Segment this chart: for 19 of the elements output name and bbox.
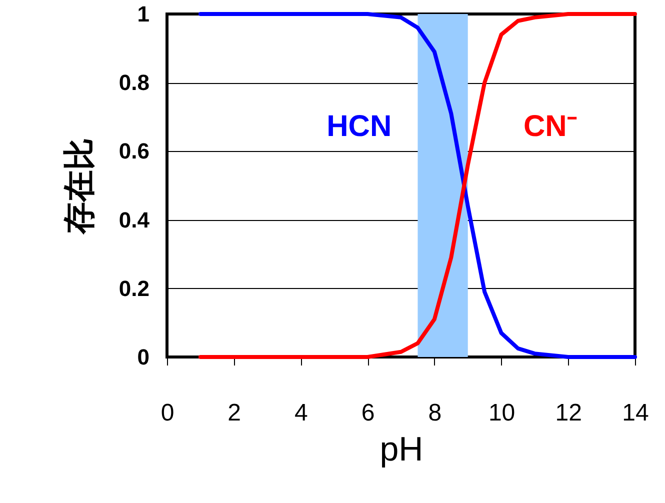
x-tick-label: 10 (488, 400, 516, 426)
x-tick-label: 2 (228, 400, 242, 426)
y-tick-label: 0 (137, 344, 150, 370)
x-tick-label: 12 (555, 400, 582, 426)
y-tick-label: 0.4 (118, 207, 150, 232)
y-tick-label: 1 (137, 2, 150, 26)
x-tick-label: 0 (160, 400, 174, 426)
x-tick-label: 6 (361, 400, 375, 426)
y-axis-title: 存在比 (60, 138, 97, 235)
x-tick-label: 14 (622, 400, 649, 426)
line-series (198, 12, 637, 359)
y-tick-label: 0.6 (118, 138, 150, 164)
x-tick-label: 4 (294, 400, 308, 426)
x-axis-title: pH (380, 430, 424, 468)
x-tick-label: 8 (428, 400, 442, 426)
series-label: HCN (326, 110, 392, 144)
series-label: CN⁻ (524, 110, 577, 144)
y-tick-label: 0.8 (118, 70, 150, 96)
y-tick-label: 0.2 (118, 276, 150, 301)
